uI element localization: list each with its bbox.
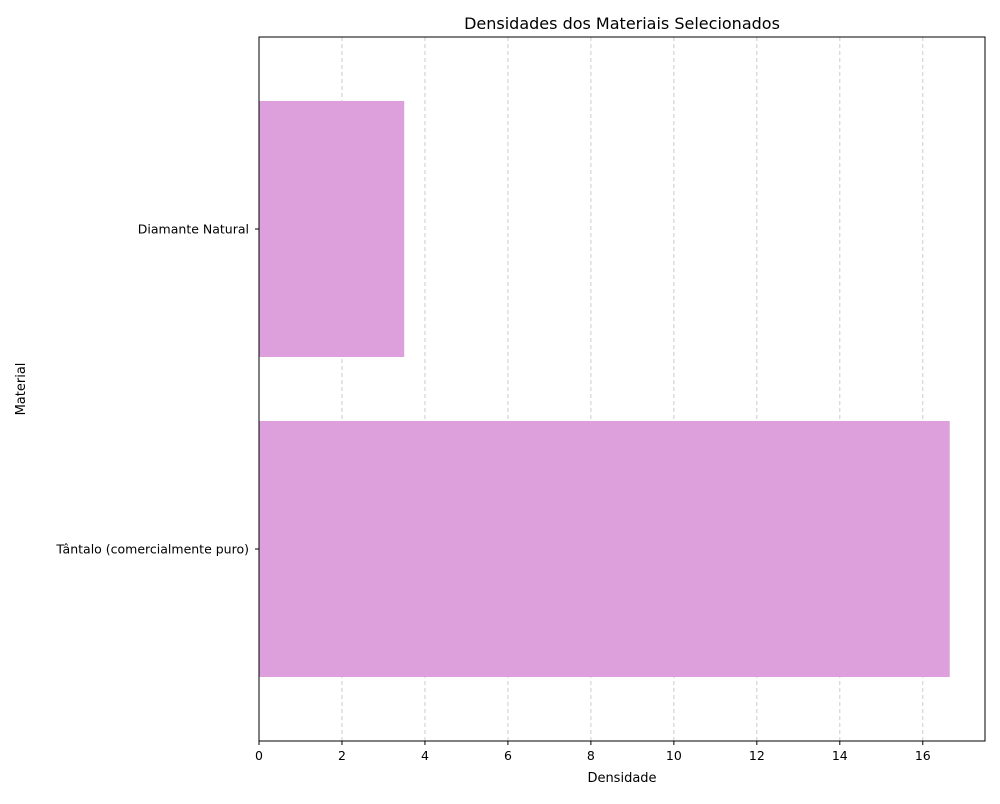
bar — [259, 101, 405, 357]
y-ticks: Diamante Natural Tântalo (comercialmente … — [55, 222, 259, 557]
gridlines — [341, 37, 924, 741]
x-tick-label: 2 — [338, 748, 346, 763]
x-tick-label: 4 — [421, 748, 429, 763]
bar — [259, 421, 950, 677]
x-ticks: 0 2 4 6 8 10 12 14 16 — [255, 741, 931, 763]
x-tick-label: 8 — [587, 748, 595, 763]
chart-title: Densidades dos Materiais Selecionados — [464, 14, 780, 33]
y-tick-label: Diamante Natural — [138, 222, 249, 237]
x-tick-label: 10 — [666, 748, 682, 763]
y-axis-label: Material — [14, 363, 29, 416]
x-tick-label: 6 — [504, 748, 512, 763]
x-axis-label: Densidade — [587, 771, 656, 786]
x-tick-label: 12 — [749, 748, 765, 763]
bars — [259, 101, 950, 677]
x-tick-label: 16 — [915, 748, 931, 763]
axes — [258, 36, 986, 742]
y-tick-label: Tântalo (comercialmente puro) — [55, 542, 249, 557]
x-tick-label: 0 — [255, 748, 263, 763]
plot-frame — [258, 36, 986, 742]
x-tick-label: 14 — [832, 748, 848, 763]
